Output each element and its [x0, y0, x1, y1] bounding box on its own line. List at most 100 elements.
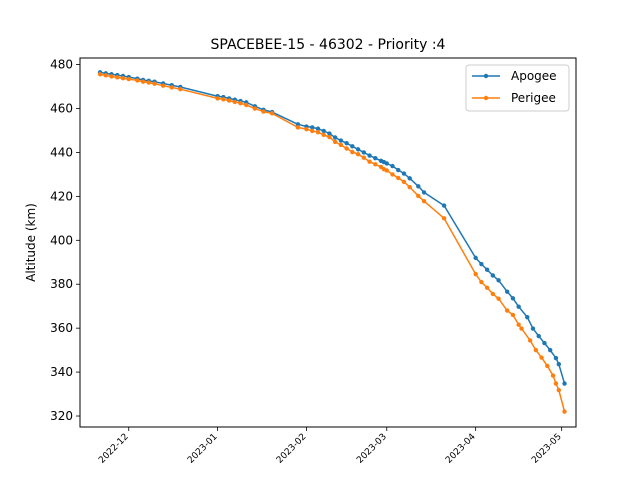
apogee-point — [332, 135, 338, 140]
series-line-apogee — [99, 71, 566, 384]
perigee-point — [510, 312, 516, 318]
perigee-point — [553, 381, 559, 386]
perigee-point — [416, 193, 421, 199]
perigee-point — [238, 101, 243, 106]
apogee-point — [556, 361, 561, 367]
apogee-point — [553, 355, 559, 361]
perigee-point — [344, 146, 349, 151]
x-axis: 2022-12 2023-01 2023-02 2023-03 2023-04 2023-… — [97, 427, 564, 466]
perigee-point — [140, 79, 146, 84]
apogee-point — [401, 171, 407, 176]
apogee-point — [416, 184, 421, 189]
perigee-point — [539, 355, 544, 360]
y-tick-label: 320 — [50, 409, 73, 423]
apogee-point — [562, 381, 567, 386]
perigee-point — [390, 172, 395, 177]
perigee-point — [261, 109, 266, 114]
apogee-point — [350, 144, 355, 149]
series-layer — [97, 70, 567, 414]
perigee-point — [533, 347, 539, 353]
perigee-point — [545, 363, 550, 369]
perigee-point — [332, 139, 338, 145]
apogee-point — [310, 125, 315, 130]
perigee-point — [484, 285, 490, 290]
x-tick-label: 2023-01 — [186, 432, 220, 466]
y-tick-label: 400 — [50, 233, 73, 247]
x-tick-label: 2023-04 — [444, 432, 478, 466]
apogee-point — [361, 150, 367, 155]
perigee-point — [169, 85, 174, 90]
x-tick-label: 2023-02 — [275, 432, 309, 466]
y-tick-label: 340 — [50, 365, 73, 379]
legend-label-perigee: Perigee — [511, 91, 556, 105]
apogee-point — [396, 167, 401, 173]
perigee-point — [178, 86, 183, 92]
perigee-point — [527, 338, 533, 343]
perigee-point — [401, 179, 407, 185]
perigee-point — [221, 97, 226, 102]
perigee-point — [315, 130, 321, 135]
apogee-point — [315, 126, 321, 131]
perigee-point — [367, 159, 372, 164]
perigee-point — [269, 111, 275, 116]
perigee-point — [361, 155, 367, 160]
apogee-point — [490, 273, 496, 278]
apogee-point — [525, 314, 530, 320]
chart-title: SPACEBEE-15 - 46302 - Priority :4 — [211, 37, 446, 53]
plot-frame — [79, 57, 577, 428]
apogee-point — [367, 153, 372, 158]
x-tick-label: 2023-03 — [355, 432, 389, 466]
perigee-point — [473, 271, 478, 277]
perigee-point — [310, 128, 315, 134]
perigee-point — [396, 175, 401, 181]
apogee-point — [516, 304, 521, 309]
apogee-point — [390, 163, 395, 169]
legend: Apogee Perigee — [465, 64, 570, 112]
perigee-point — [321, 132, 326, 138]
perigee-point — [338, 142, 344, 148]
apogee-point — [510, 296, 516, 301]
y-tick-label: 360 — [50, 321, 73, 335]
x-tick-label: 2022-12 — [97, 432, 131, 466]
y-tick-label: 380 — [50, 277, 73, 291]
perigee-point — [97, 72, 103, 77]
apogee-point — [373, 155, 378, 161]
apogee-point — [338, 138, 344, 143]
apogee-point — [530, 326, 536, 331]
perigee-point — [373, 162, 378, 167]
perigee-point — [490, 291, 496, 297]
perigee-point — [556, 387, 561, 393]
perigee-point — [562, 409, 567, 414]
perigee-point — [103, 73, 109, 78]
legend-label-apogee: Apogee — [511, 69, 557, 83]
apogee-point — [355, 147, 361, 152]
perigee-point — [550, 373, 556, 378]
apogee-point — [327, 131, 332, 136]
apogee-point — [421, 190, 427, 195]
apogee-point — [542, 340, 547, 346]
series-line-perigee — [99, 73, 566, 412]
x-tick-label: 2023-05 — [530, 432, 564, 466]
perigee-point — [421, 199, 427, 204]
perigee-point — [516, 322, 521, 327]
perigee-point — [146, 80, 152, 85]
y-axis-label: Altitude (km) — [24, 203, 38, 282]
perigee-point — [109, 74, 114, 79]
perigee-point — [407, 184, 412, 190]
perigee-point — [215, 96, 220, 101]
perigee-point — [441, 216, 447, 221]
apogee-point — [295, 122, 301, 127]
perigee-point — [135, 78, 140, 83]
legend-marker-apogee — [483, 73, 489, 79]
perigee-point — [152, 81, 157, 86]
perigee-point — [304, 126, 309, 132]
y-tick-label: 480 — [50, 58, 73, 72]
apogee-point — [496, 278, 501, 283]
y-tick-label: 440 — [50, 145, 73, 159]
perigee-point — [295, 125, 301, 130]
perigee-point — [479, 279, 484, 285]
perigee-point — [232, 99, 238, 105]
apogee-point — [407, 176, 412, 181]
perigee-point — [126, 76, 131, 82]
